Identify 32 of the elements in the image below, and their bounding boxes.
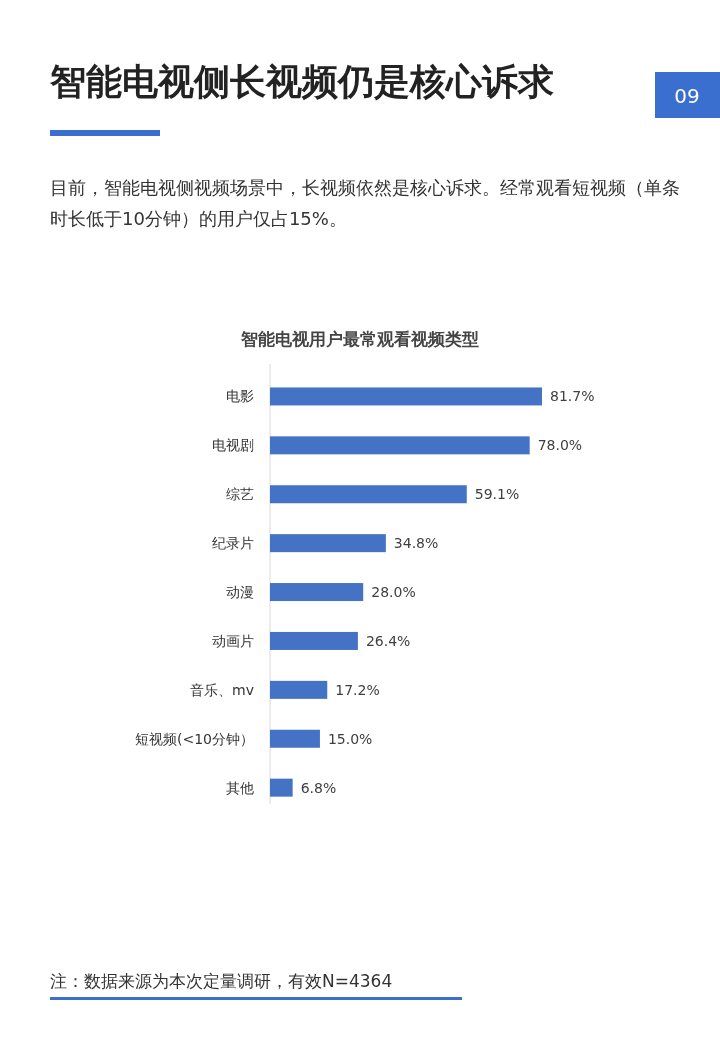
y-tick-label: 综艺 [226, 486, 254, 503]
data-label: 78.0% [537, 437, 583, 454]
bar [270, 534, 386, 553]
data-label: 81.7% [550, 388, 595, 405]
bar [270, 387, 542, 406]
bar [270, 485, 467, 504]
chart-title: 智能电视侧长视频仍是核心诉求 [50, 60, 554, 104]
data-label: 28.0% [371, 584, 416, 601]
y-tick-label: 其他 [226, 779, 254, 796]
text: 09 [674, 84, 700, 108]
data-label: 6.8% [300, 779, 337, 796]
bar [270, 583, 364, 602]
y-tick-label: 电影 [226, 388, 254, 405]
y-tick-label: 动漫 [226, 584, 254, 601]
text: 智能电视用户最常观看视频类型 [240, 329, 479, 349]
bar [270, 778, 293, 797]
y-tick-label: 动画片 [212, 632, 254, 649]
data-label: 17.2% [335, 681, 380, 698]
y-tick-label: 电视剧 [212, 437, 254, 454]
bar [270, 680, 328, 699]
bar [270, 729, 320, 748]
data-label: 15.0% [327, 730, 373, 747]
y-tick-label: 短视频(<10分钟） [134, 730, 254, 747]
data-label: 26.4% [365, 632, 411, 649]
chart-subtitle: 目前，智能电视侧视频场景中，长视频依然是核心诉求。经常观看短视频（单条时长低于10分钟）的用户仅占15%。 [50, 176, 680, 231]
text: 注：数据来源为本次定量调研，有效N=4364 [50, 971, 393, 991]
bar [270, 631, 358, 650]
y-tick-label: 纪录片 [212, 535, 254, 552]
data-label: 34.8% [393, 535, 439, 552]
bar [270, 436, 530, 455]
y-tick-label: 音乐、mv [190, 681, 254, 698]
data-label: 59.1% [474, 486, 520, 503]
